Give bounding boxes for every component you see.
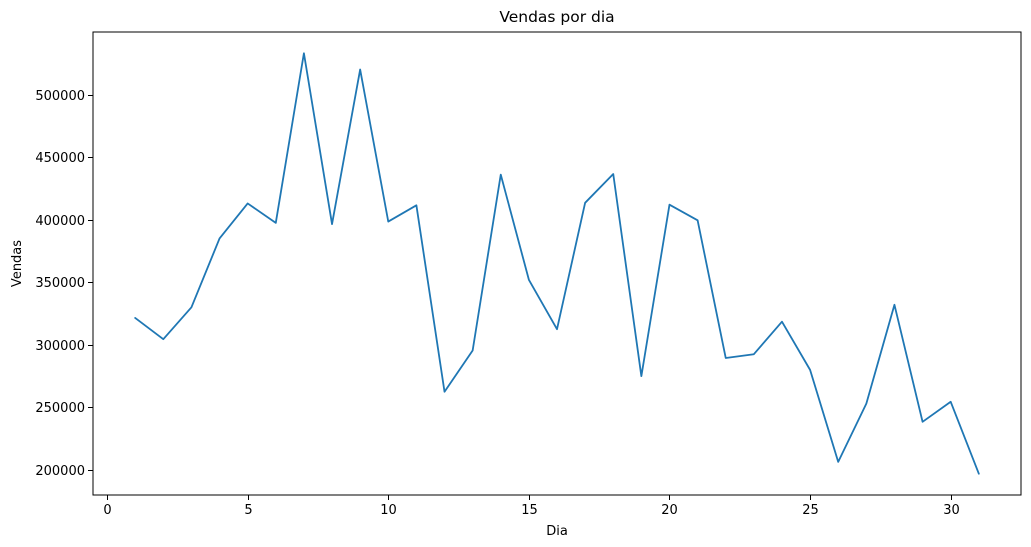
- x-tick-label: 0: [103, 503, 111, 518]
- y-axis-label: Vendas: [10, 240, 25, 287]
- x-tick-label: 15: [521, 503, 538, 518]
- x-tick-label: 20: [661, 503, 678, 518]
- y-tick-label: 350000: [35, 276, 85, 291]
- y-tick-label: 250000: [35, 401, 85, 416]
- x-axis-ticks: 0 5 10 15 20 25 30: [103, 495, 960, 518]
- x-tick-label: 25: [802, 503, 819, 518]
- y-tick-label: 450000: [35, 151, 85, 166]
- chart-title: Vendas por dia: [499, 8, 614, 26]
- x-tick-label: 5: [244, 503, 252, 518]
- y-tick-label: 500000: [35, 89, 85, 104]
- y-axis-ticks: 200000 250000 300000 350000 400000 450000 5000…: [35, 89, 93, 479]
- axes-frame: [92, 31, 1022, 496]
- y-tick-label: 300000: [35, 339, 85, 354]
- series-group: [134, 52, 980, 475]
- y-tick-label: 400000: [35, 214, 85, 229]
- series-line: [134, 52, 980, 475]
- y-tick-label: 200000: [35, 464, 85, 479]
- x-tick-label: 30: [943, 503, 960, 518]
- x-tick-label: 10: [380, 503, 397, 518]
- x-axis-label: Dia: [546, 524, 568, 539]
- plot-area: 200000 250000 300000 350000 400000 450000 5000…: [35, 31, 1022, 518]
